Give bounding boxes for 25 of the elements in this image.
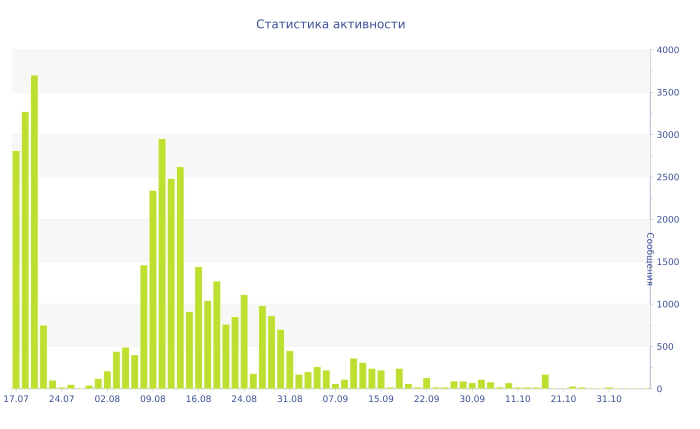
x-tick-label: 30.09 <box>460 395 484 402</box>
x-tick-label: 09.08 <box>140 395 166 402</box>
x-tick-label: 16.08 <box>186 395 211 402</box>
y-tick-label: 4000 <box>657 46 679 54</box>
y-tick-label: 1000 <box>658 300 679 308</box>
x-tick-label: 15.09 <box>369 395 394 402</box>
y-tick-label: 2000 <box>657 216 679 223</box>
x-tick-label: 24.07 <box>50 395 74 402</box>
x-tick-label: 31.08 <box>278 395 302 402</box>
x-tick-label: 21.10 <box>551 395 576 402</box>
y-axis-title: Сообщения <box>646 233 654 286</box>
x-tick-label: 02.08 <box>95 395 120 402</box>
x-tick-label: 22.09 <box>414 395 439 402</box>
y-tick-label: 0 <box>657 386 662 392</box>
y-tick-label: 3000 <box>657 131 679 138</box>
x-tick-label: 31.10 <box>596 395 622 402</box>
y-tick-label: 1500 <box>658 258 679 266</box>
chart-title: Статистика активности <box>256 20 404 29</box>
y-tick-label: 2500 <box>657 174 679 180</box>
x-tick-label: 24.08 <box>232 395 256 402</box>
x-tick-label: 11.10 <box>506 395 530 402</box>
x-tick-label: 17.07 <box>4 395 28 402</box>
x-tick-label: 07.09 <box>323 395 348 402</box>
y-tick-label: 500 <box>657 343 674 350</box>
y-tick-label: 3500 <box>657 88 679 96</box>
